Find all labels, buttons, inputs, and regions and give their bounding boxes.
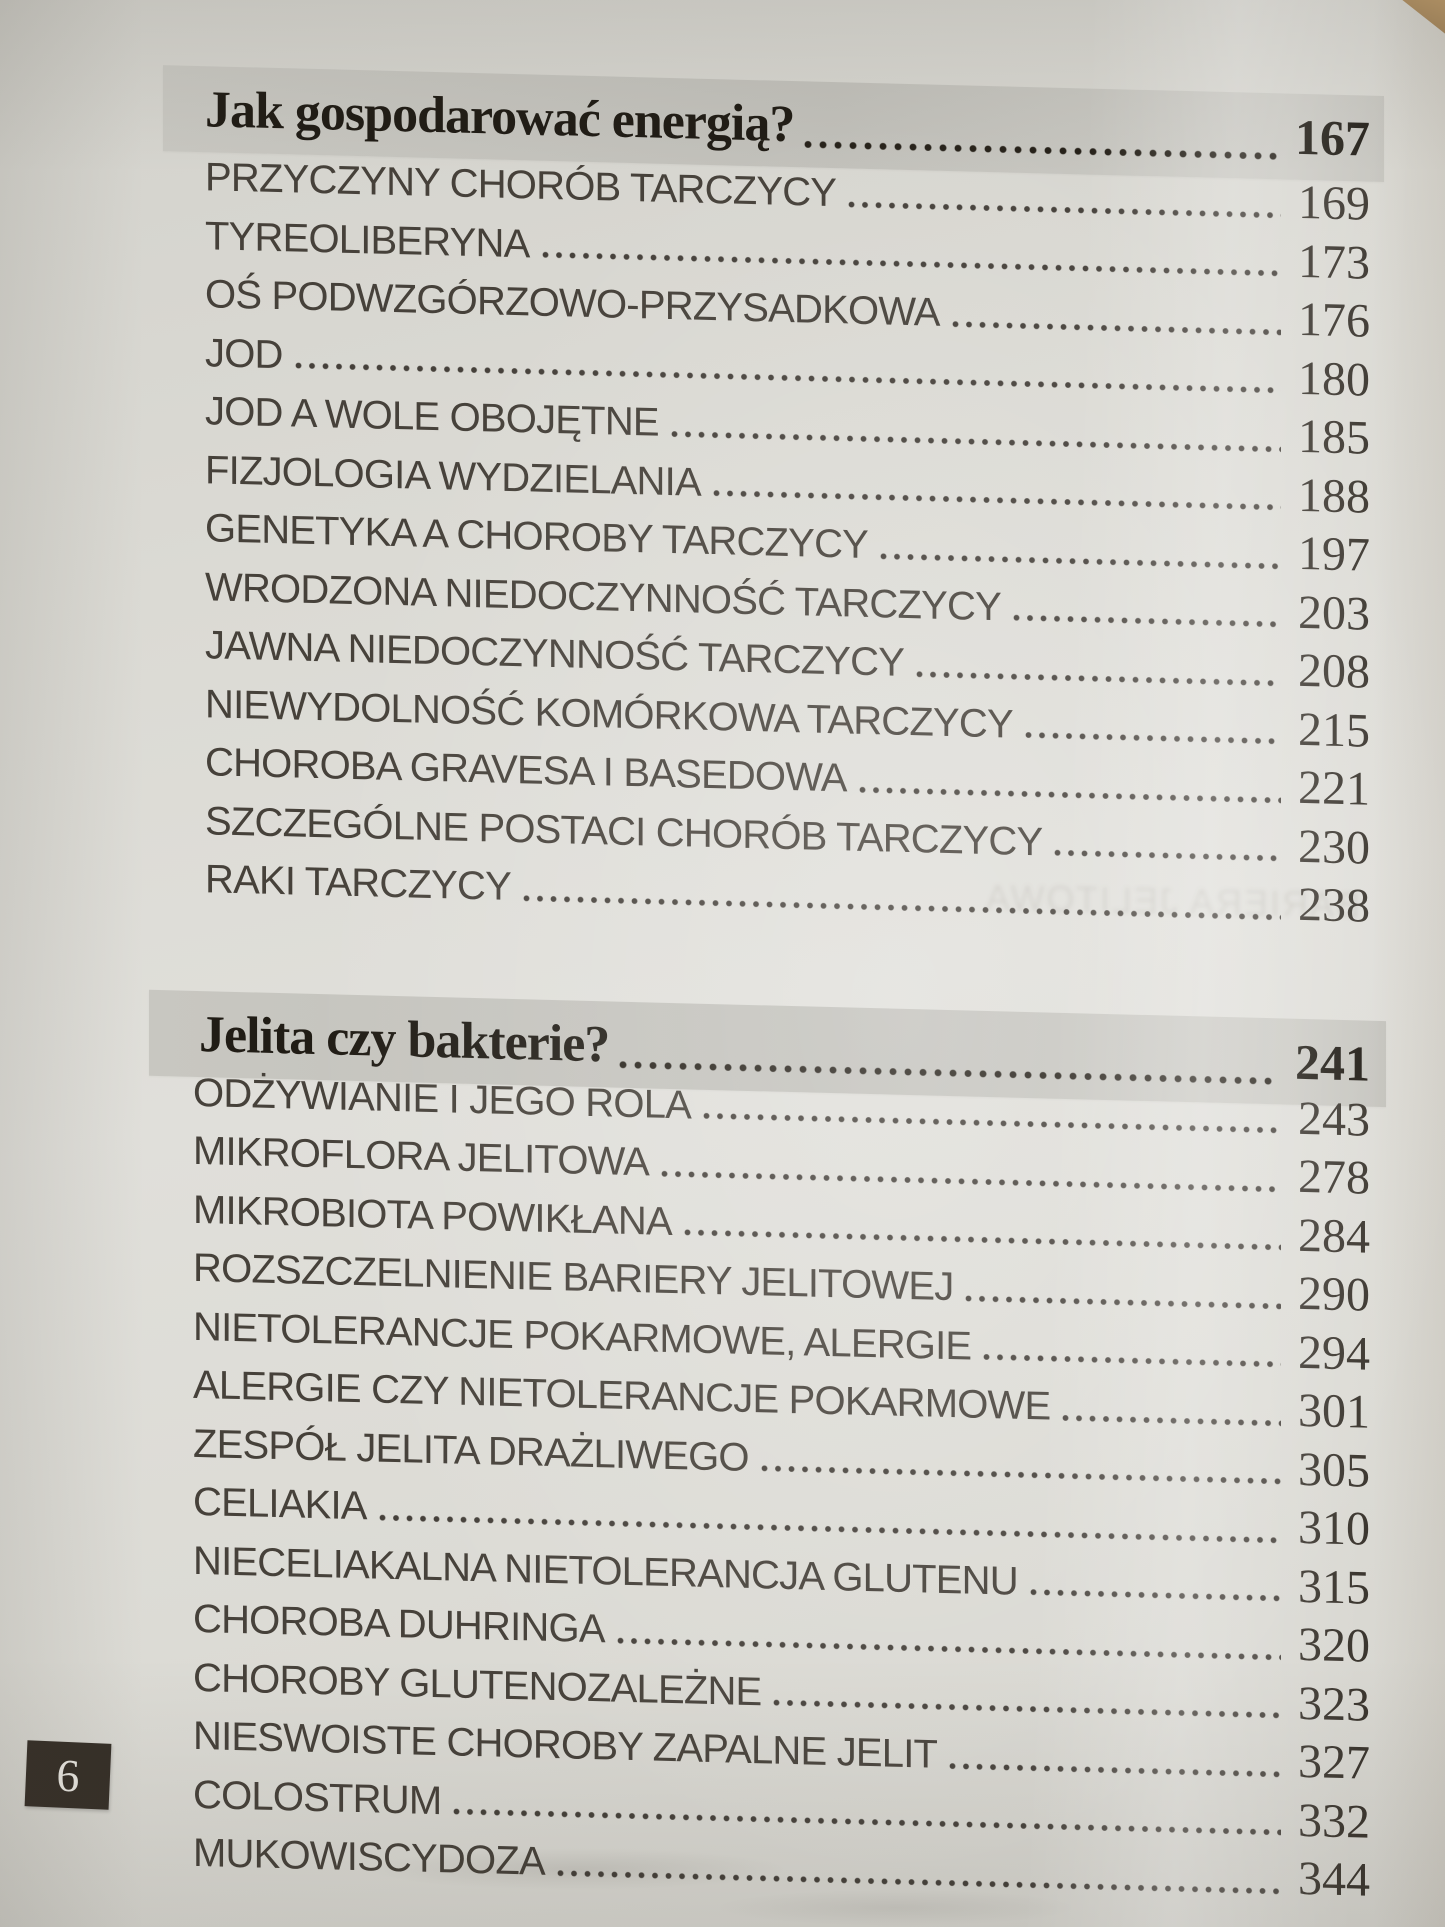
- dot-leader: [1024, 730, 1281, 746]
- toc-entry-page: 327: [1298, 1734, 1370, 1790]
- toc-entry-page: 188: [1298, 468, 1370, 524]
- section-page-number: 167: [1295, 108, 1370, 167]
- toc-entry-label: CHOROBA DUHRINGA: [193, 1596, 605, 1652]
- dot-leader: [670, 429, 1281, 453]
- dot-leader: [760, 1464, 1281, 1486]
- toc-entry-page: 169: [1298, 175, 1370, 231]
- dot-leader: [1029, 1588, 1281, 1603]
- dot-leader: [1012, 613, 1281, 629]
- toc-entry-page: 315: [1298, 1559, 1370, 1615]
- dot-leader: [848, 199, 1281, 219]
- dot-leader: [541, 250, 1281, 278]
- toc-entry-page: 208: [1298, 643, 1370, 699]
- dot-leader: [951, 319, 1281, 336]
- toc-entry-page: 185: [1298, 409, 1370, 465]
- toc-entry-page: 243: [1298, 1091, 1370, 1147]
- toc-entry-label: CELIAKIA: [193, 1479, 367, 1529]
- dot-leader: [1054, 848, 1281, 863]
- toc-entry-label: TYREOLIBERYNA: [205, 213, 530, 266]
- dot-leader: [916, 669, 1281, 687]
- dot-leader: [522, 893, 1281, 921]
- toc-entry-label: JOD: [205, 330, 283, 377]
- toc-entry-page: 180: [1298, 351, 1370, 407]
- toc-entry-page: 320: [1298, 1617, 1370, 1673]
- dot-leader: [880, 551, 1281, 570]
- dot-leader: [683, 1228, 1281, 1252]
- toc-entry-page: 238: [1298, 877, 1370, 933]
- toc-entry-page: 344: [1298, 1851, 1370, 1907]
- page-number: 6: [55, 1749, 81, 1801]
- toc-entry-page: 323: [1298, 1676, 1370, 1732]
- dot-leader: [712, 489, 1281, 512]
- toc-entry-page: 173: [1298, 234, 1370, 290]
- dot-leader: [1062, 1413, 1281, 1427]
- toc-entry-page: 305: [1298, 1442, 1370, 1498]
- dot-leader: [858, 785, 1281, 804]
- toc-entry-label: RAKI TARCZYCY: [205, 857, 511, 909]
- toc-entry-page: 230: [1298, 819, 1370, 875]
- toc-entry-label: MUKOWISCYDOZA: [193, 1830, 545, 1884]
- dot-leader: [616, 1636, 1281, 1661]
- toc-entry-page: 176: [1298, 292, 1370, 348]
- toc-entry-page: 278: [1298, 1149, 1370, 1205]
- page-number-box: 6: [24, 1740, 112, 1810]
- dot-leader: [703, 1111, 1281, 1135]
- dot-leader: [965, 1293, 1281, 1310]
- toc-entry-page: 301: [1298, 1383, 1370, 1439]
- dot-leader: [983, 1352, 1281, 1369]
- dot-leader: [661, 1169, 1281, 1193]
- dot-leader: [949, 1761, 1281, 1778]
- toc-entry-page: 332: [1298, 1793, 1370, 1849]
- toc-entry-page: 197: [1298, 526, 1370, 582]
- dot-leader: [556, 1868, 1281, 1895]
- toc-entry-label: COLOSTRUM: [193, 1772, 442, 1823]
- toc-entry-page: 290: [1298, 1266, 1370, 1322]
- toc-entry-page: 294: [1298, 1325, 1370, 1381]
- toc-entry-page: 284: [1298, 1208, 1370, 1264]
- section-entries-energy: PRZYCZYNY CHORÓB TARCZYCY 169 TYREOLIBER…: [205, 146, 1370, 936]
- section-entries-gut: ODŻYWIANIE I JEGO ROLA 243 MIKROFLORA JE…: [193, 1061, 1370, 1910]
- toc-entry-page: 215: [1298, 702, 1370, 758]
- toc-entry-page: 310: [1298, 1500, 1370, 1556]
- toc-entry-page: 221: [1298, 760, 1370, 816]
- toc-entry-page: 203: [1298, 585, 1370, 641]
- dot-leader: [773, 1698, 1281, 1720]
- dot-leader: [804, 139, 1277, 162]
